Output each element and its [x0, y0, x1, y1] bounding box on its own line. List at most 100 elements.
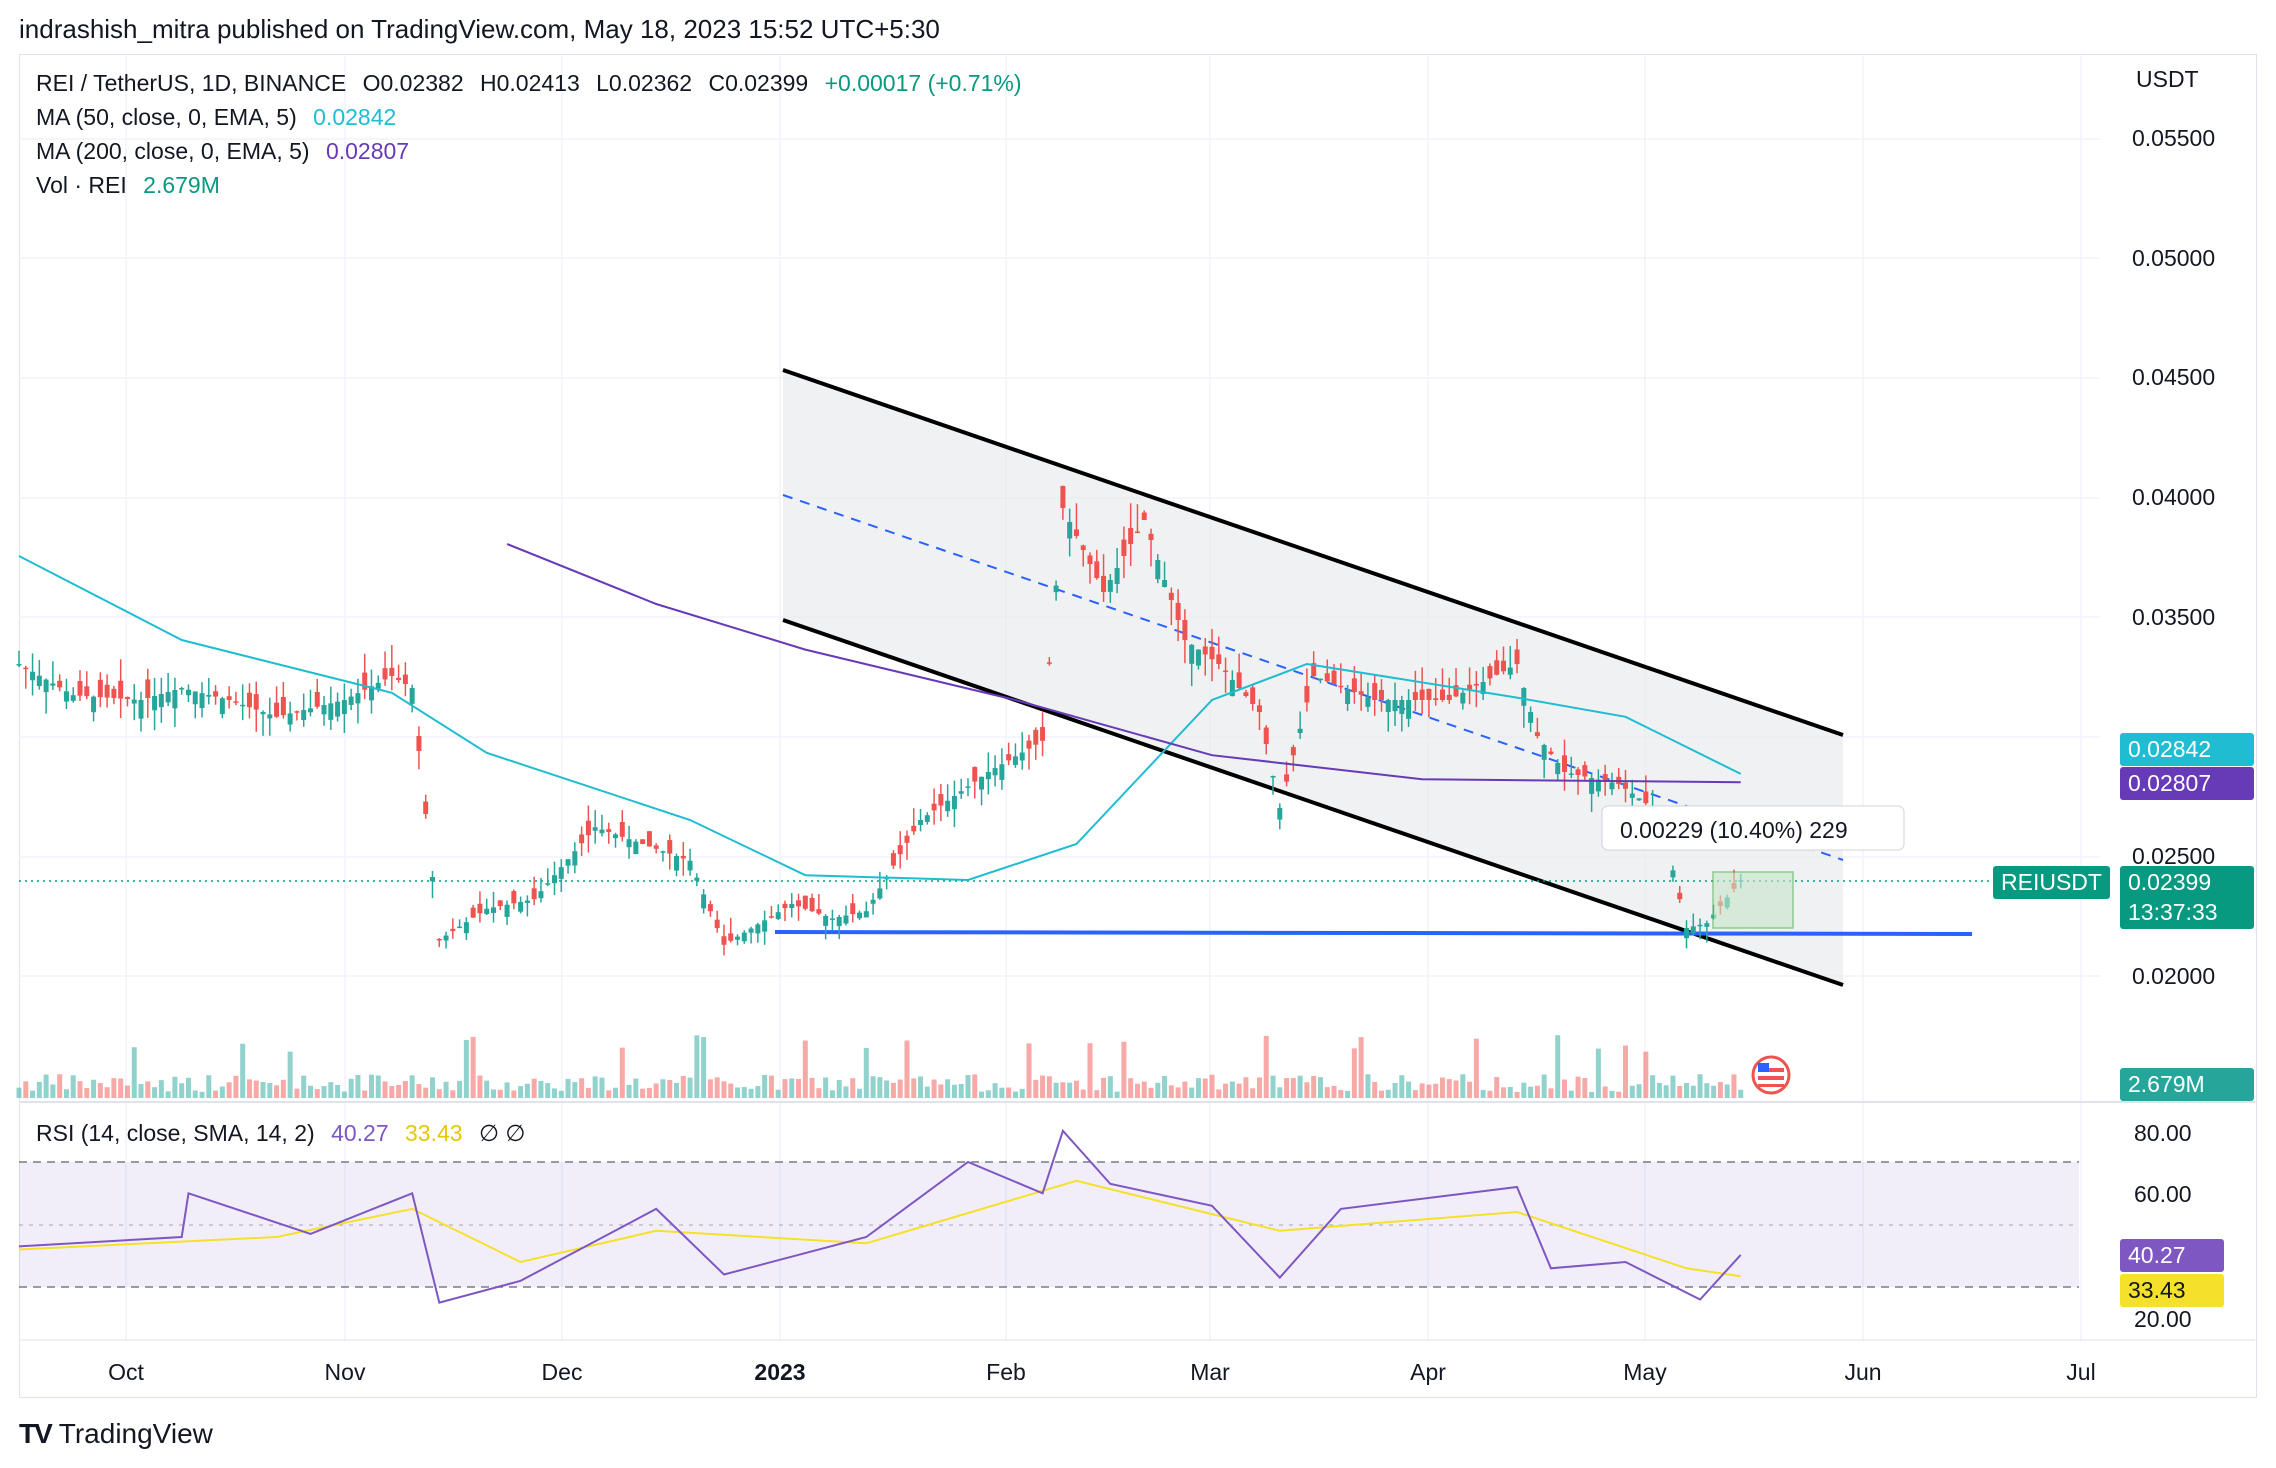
candle-body	[1019, 752, 1025, 761]
candle-body	[1365, 697, 1371, 707]
volume-bar	[1629, 1085, 1635, 1098]
candle	[958, 778, 964, 799]
tradingview-logo-icon: TV	[19, 1418, 53, 1449]
candle-body	[1561, 755, 1567, 772]
volume-bar	[63, 1089, 69, 1098]
candle-body	[145, 679, 151, 698]
volume-bar	[1358, 1037, 1364, 1098]
candle	[646, 830, 652, 847]
volume-bar	[531, 1078, 537, 1098]
time-tick: Jul	[2066, 1359, 2096, 1385]
volume-bar	[646, 1087, 652, 1098]
candle	[836, 914, 842, 940]
volume-bar	[1338, 1090, 1344, 1098]
candle	[1148, 528, 1154, 567]
candle-body	[429, 877, 435, 882]
candle	[1297, 711, 1303, 739]
candle-body	[951, 796, 957, 810]
candle-body	[1053, 585, 1059, 593]
volume-bar	[226, 1082, 232, 1098]
candle	[382, 651, 388, 686]
candle-body	[307, 708, 313, 713]
candle-body	[979, 776, 985, 790]
volume-bar	[1487, 1090, 1493, 1098]
volume-bar	[863, 1047, 869, 1098]
volume-bar	[1182, 1081, 1188, 1098]
candle-body	[1372, 683, 1378, 700]
candle-body	[23, 667, 29, 670]
candle	[84, 671, 90, 700]
volume-bar	[958, 1083, 964, 1098]
candle-body	[1345, 689, 1351, 704]
volume-bar	[1426, 1084, 1432, 1098]
volume-bar	[1331, 1085, 1337, 1098]
candle	[904, 830, 910, 860]
candle-body	[1290, 747, 1296, 756]
volume-bar	[1582, 1077, 1588, 1098]
candle	[1067, 508, 1073, 557]
candle	[36, 659, 42, 690]
candle	[1317, 678, 1323, 684]
candle	[762, 910, 768, 945]
candle	[1500, 646, 1506, 675]
legend-ma50-value: 0.02842	[313, 104, 397, 130]
candle-body	[199, 693, 205, 709]
volume-bar	[707, 1079, 713, 1098]
volume-bar	[1534, 1085, 1540, 1098]
candle	[1453, 668, 1459, 698]
candle-body	[965, 786, 971, 788]
candle	[158, 677, 164, 723]
channel-bottom-line	[782, 618, 1844, 987]
candle	[1433, 678, 1439, 706]
legend-change: +0.00017 (+0.71%)	[824, 70, 1022, 96]
volume-bar	[606, 1090, 612, 1098]
candle-body	[1263, 727, 1269, 744]
candle-body	[1406, 700, 1412, 719]
volume-bar	[1372, 1081, 1378, 1098]
candle-body	[30, 671, 36, 681]
volume-bar	[985, 1090, 991, 1098]
candle-body	[280, 696, 286, 716]
candle-body	[409, 688, 415, 704]
price-tag: 0.02399	[2120, 866, 2254, 899]
volume-bar	[1365, 1074, 1371, 1098]
volume-bar	[124, 1085, 130, 1098]
volume-bar	[1114, 1091, 1120, 1098]
candle	[728, 917, 734, 943]
candle	[1006, 742, 1012, 766]
volume-bar	[1229, 1081, 1235, 1098]
volume-bar	[809, 1077, 815, 1098]
legend-symbol: REI / TetherUS, 1D, BINANCE	[36, 70, 347, 96]
candle	[1053, 580, 1059, 601]
volume-bar	[1155, 1082, 1161, 1098]
ma200-line	[506, 543, 1741, 784]
candle-body	[924, 815, 930, 822]
legend-close: C0.02399	[708, 70, 809, 96]
volume-bar	[423, 1087, 429, 1098]
volume-bar	[179, 1083, 185, 1098]
volume-bar	[1053, 1082, 1059, 1098]
candle	[1155, 554, 1161, 584]
candle	[389, 645, 395, 691]
candle-body	[436, 938, 442, 941]
candle	[213, 685, 219, 705]
candle	[1209, 628, 1215, 682]
candle	[70, 687, 76, 703]
candle	[1250, 683, 1256, 711]
candle-body	[206, 694, 212, 697]
candle-body	[477, 903, 483, 914]
volume-bar	[199, 1091, 205, 1098]
volume-bar	[829, 1090, 835, 1098]
price-tick: 0.03500	[2132, 604, 2216, 630]
candle-body	[1643, 791, 1649, 804]
candle-body	[1182, 619, 1188, 640]
candle	[165, 672, 171, 707]
candle-body	[253, 694, 259, 710]
volume-bar	[504, 1082, 510, 1098]
tradingview-brand[interactable]: TV TradingView	[19, 1418, 213, 1450]
candle	[1568, 756, 1574, 779]
candle	[1582, 761, 1588, 780]
candle-body	[416, 736, 422, 751]
candle	[1528, 706, 1534, 733]
